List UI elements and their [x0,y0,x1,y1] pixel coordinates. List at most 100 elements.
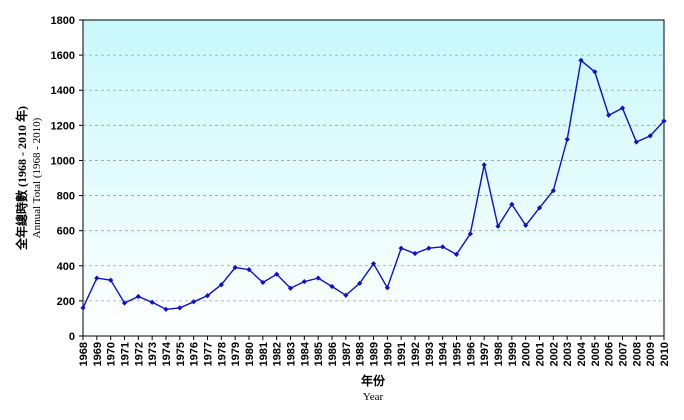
x-tick-label: 1977 [203,342,215,366]
x-tick-label: 1974 [161,341,173,366]
x-tick-label: 1997 [479,342,491,366]
x-tick-label: 1995 [452,342,464,366]
data-point [260,279,266,286]
data-point [246,267,252,273]
x-tick-label: 1975 [175,342,187,366]
x-tick-label: 1993 [424,342,436,366]
x-tick-label: 1979 [230,342,242,366]
data-point [481,162,487,168]
y-axis-title-english: Annual Total (1968 - 2010) [31,117,43,238]
x-tick-label: 1990 [382,342,394,366]
y-tick-label: 0 [69,331,75,343]
x-tick-label: 2002 [548,342,560,366]
x-tick-label: 1994 [438,341,450,366]
data-point [453,251,460,257]
x-tick-label: 1984 [299,341,311,366]
data-point [550,188,556,194]
y-tick-label: 1400 [51,85,75,97]
data-point [426,245,432,251]
data-point [578,57,584,63]
data-point [633,139,639,145]
x-tick-label: 1987 [341,342,353,366]
x-tick-label: 1978 [216,342,228,366]
data-point [661,118,667,124]
x-tick-label: 2000 [521,342,533,366]
data-series [80,57,667,312]
y-tick-label: 600 [57,226,75,238]
data-point [495,223,501,229]
x-tick-label: 1989 [369,342,381,366]
x-tick-label: 1991 [396,342,408,366]
data-point [343,292,349,298]
data-point [440,244,446,250]
x-tick-label: 1980 [244,342,256,366]
y-tick-label: 1600 [51,50,75,62]
x-tick-label: 1983 [286,342,298,366]
data-point [412,250,418,257]
data-point [647,133,653,139]
data-point [564,136,570,142]
x-tick-label: 2006 [604,342,616,366]
data-point [287,285,294,291]
x-tick-label: 1971 [120,342,132,366]
x-tick-label: 1968 [78,342,90,366]
x-axis-ticks: 1968 1969 1970 1971 1972 1973 1974 1975 1976 1977… [78,336,671,366]
x-tick-label: 1986 [327,342,339,366]
x-tick-label: 2009 [645,342,657,366]
data-point [398,245,404,251]
data-point [94,275,100,281]
data-point [619,105,626,111]
x-tick-label: 1992 [410,342,422,366]
y-tick-label: 1200 [51,120,75,132]
data-point [274,271,280,277]
data-point [370,261,377,267]
data-point [467,231,473,237]
x-tick-label: 2008 [631,342,643,366]
x-tick-label: 1972 [133,342,145,366]
y-axis-ticks: 0 200 400 600 800 1000 1200 1400 1600 1800 [51,15,83,343]
x-tick-label: 1985 [313,342,325,366]
data-point [191,299,197,305]
x-axis-title: 年份 [361,373,386,388]
x-tick-label: 1973 [147,342,159,366]
y-tick-label: 800 [57,191,75,203]
data-point [606,112,612,118]
data-point [329,283,335,290]
x-tick-label: 1999 [507,342,519,366]
data-point [384,285,390,291]
x-tick-label: 1996 [465,342,477,366]
data-point [80,305,86,311]
x-tick-label: 1976 [189,342,201,366]
plot-area [82,19,665,337]
x-tick-label: 2003 [562,342,574,366]
x-tick-label: 1988 [355,342,367,366]
data-point [509,201,515,207]
data-point [121,300,128,306]
data-point [108,277,114,283]
data-point [357,280,363,286]
x-tick-label: 2007 [618,342,630,366]
data-point [592,69,598,75]
x-tick-label: 2004 [576,341,588,366]
data-point [204,293,211,299]
data-point [315,275,321,281]
x-tick-label: 1998 [493,342,505,366]
y-axis-title: 全年總時數 (1968 - 2010 年) [14,106,29,251]
x-tick-label: 1970 [106,342,118,366]
y-tick-label: 200 [57,296,75,308]
x-tick-label: 1982 [272,342,284,366]
data-point [163,306,169,312]
data-point [177,305,183,311]
x-tick-label: 1969 [92,342,104,366]
x-tick-label: 2010 [659,342,671,366]
y-tick-label: 1800 [51,15,75,27]
data-point [149,299,155,305]
data-point [218,282,224,288]
data-point [523,222,529,228]
data-point [301,278,307,285]
data-point [232,264,238,271]
x-tick-label: 2005 [590,342,602,366]
data-point [536,205,543,211]
x-tick-label: 1981 [258,342,270,366]
x-axis-title-english: Year [363,391,384,403]
